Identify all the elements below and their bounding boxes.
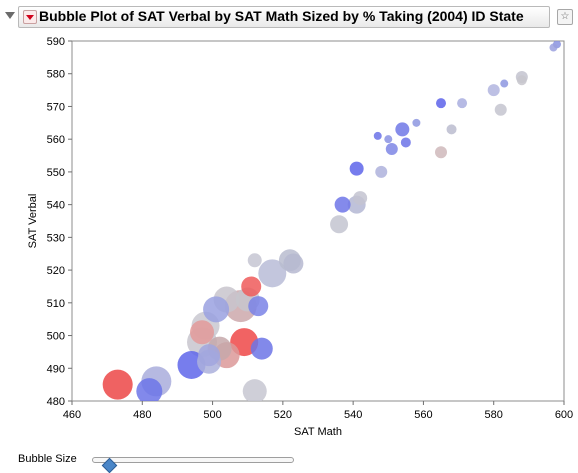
- bubble-size-slider[interactable]: [92, 457, 294, 473]
- bubble-point[interactable]: [241, 276, 262, 297]
- bubble-point[interactable]: [435, 146, 447, 159]
- plot-title: Bubble Plot of SAT Verbal by SAT Math Si…: [39, 8, 524, 24]
- x-tick-label: 480: [133, 409, 151, 421]
- bubble-point[interactable]: [446, 124, 457, 135]
- bubble-layer: [102, 41, 561, 404]
- bubble-point[interactable]: [198, 344, 221, 367]
- y-tick-label: 530: [47, 232, 65, 244]
- bubble-point[interactable]: [385, 143, 398, 155]
- y-tick-label: 500: [47, 331, 65, 343]
- bubble-point[interactable]: [436, 98, 446, 109]
- plot-frame: [71, 40, 565, 402]
- y-tick-label: 550: [47, 167, 65, 179]
- bubble-point[interactable]: [549, 43, 558, 52]
- bubble-point[interactable]: [190, 320, 215, 345]
- bubble-point[interactable]: [349, 161, 364, 176]
- x-tick-label: 600: [555, 409, 573, 421]
- slider-thumb[interactable]: [101, 457, 118, 473]
- bubble-point[interactable]: [283, 253, 304, 274]
- x-tick-label: 460: [63, 409, 81, 421]
- bubble-point[interactable]: [102, 369, 133, 400]
- bubble-point[interactable]: [248, 296, 269, 317]
- y-tick-label: 560: [47, 134, 65, 146]
- y-tick-label: 520: [47, 265, 65, 277]
- bubble-point[interactable]: [400, 137, 411, 148]
- bubble-point[interactable]: [330, 215, 349, 234]
- bubble-point[interactable]: [516, 75, 527, 86]
- y-axis-label: SAT Verbal: [27, 194, 39, 249]
- bubble-size-control: Bubble Size: [18, 452, 318, 473]
- x-tick-label: 500: [203, 409, 221, 421]
- title-bar: Bubble Plot of SAT Verbal by SAT Math Si…: [18, 6, 550, 28]
- bubble-point[interactable]: [250, 337, 273, 360]
- bubble-point[interactable]: [412, 118, 421, 127]
- y-tick-label: 510: [47, 298, 65, 310]
- disclosure-triangle-icon[interactable]: [5, 12, 15, 19]
- y-tick-label: 580: [47, 69, 65, 81]
- bubble-size-label: Bubble Size: [18, 453, 77, 465]
- plot-header: Bubble Plot of SAT Verbal by SAT Math Si…: [0, 0, 578, 28]
- bubble-point[interactable]: [500, 79, 509, 88]
- x-tick-label: 540: [344, 409, 362, 421]
- y-tick-label: 590: [47, 36, 65, 48]
- y-tick-label: 540: [47, 200, 65, 212]
- bubble-point[interactable]: [247, 253, 262, 268]
- y-tick-label: 480: [47, 396, 65, 408]
- bubble-point[interactable]: [242, 379, 267, 403]
- bubble-point[interactable]: [373, 131, 382, 140]
- bubble-point[interactable]: [258, 259, 287, 288]
- bubble-point[interactable]: [494, 103, 507, 116]
- bubble-point[interactable]: [203, 296, 230, 323]
- x-tick-label: 560: [414, 409, 432, 421]
- bubble-point[interactable]: [375, 165, 388, 178]
- y-tick-label: 490: [47, 363, 65, 375]
- bubble-point[interactable]: [395, 122, 410, 137]
- y-tick-label: 570: [47, 101, 65, 113]
- x-axis-label: SAT Math: [294, 426, 342, 438]
- x-tick-label: 520: [274, 409, 292, 421]
- x-tick-label: 580: [485, 409, 503, 421]
- bubble-point[interactable]: [487, 84, 500, 97]
- red-triangle-menu-icon[interactable]: [23, 10, 37, 24]
- bubble-point[interactable]: [457, 98, 468, 109]
- bubble-point[interactable]: [384, 135, 393, 144]
- bubble-point[interactable]: [136, 378, 163, 404]
- star-box-icon[interactable]: ☆: [557, 9, 573, 25]
- bubble-point[interactable]: [353, 191, 368, 206]
- bubble-point[interactable]: [334, 196, 351, 213]
